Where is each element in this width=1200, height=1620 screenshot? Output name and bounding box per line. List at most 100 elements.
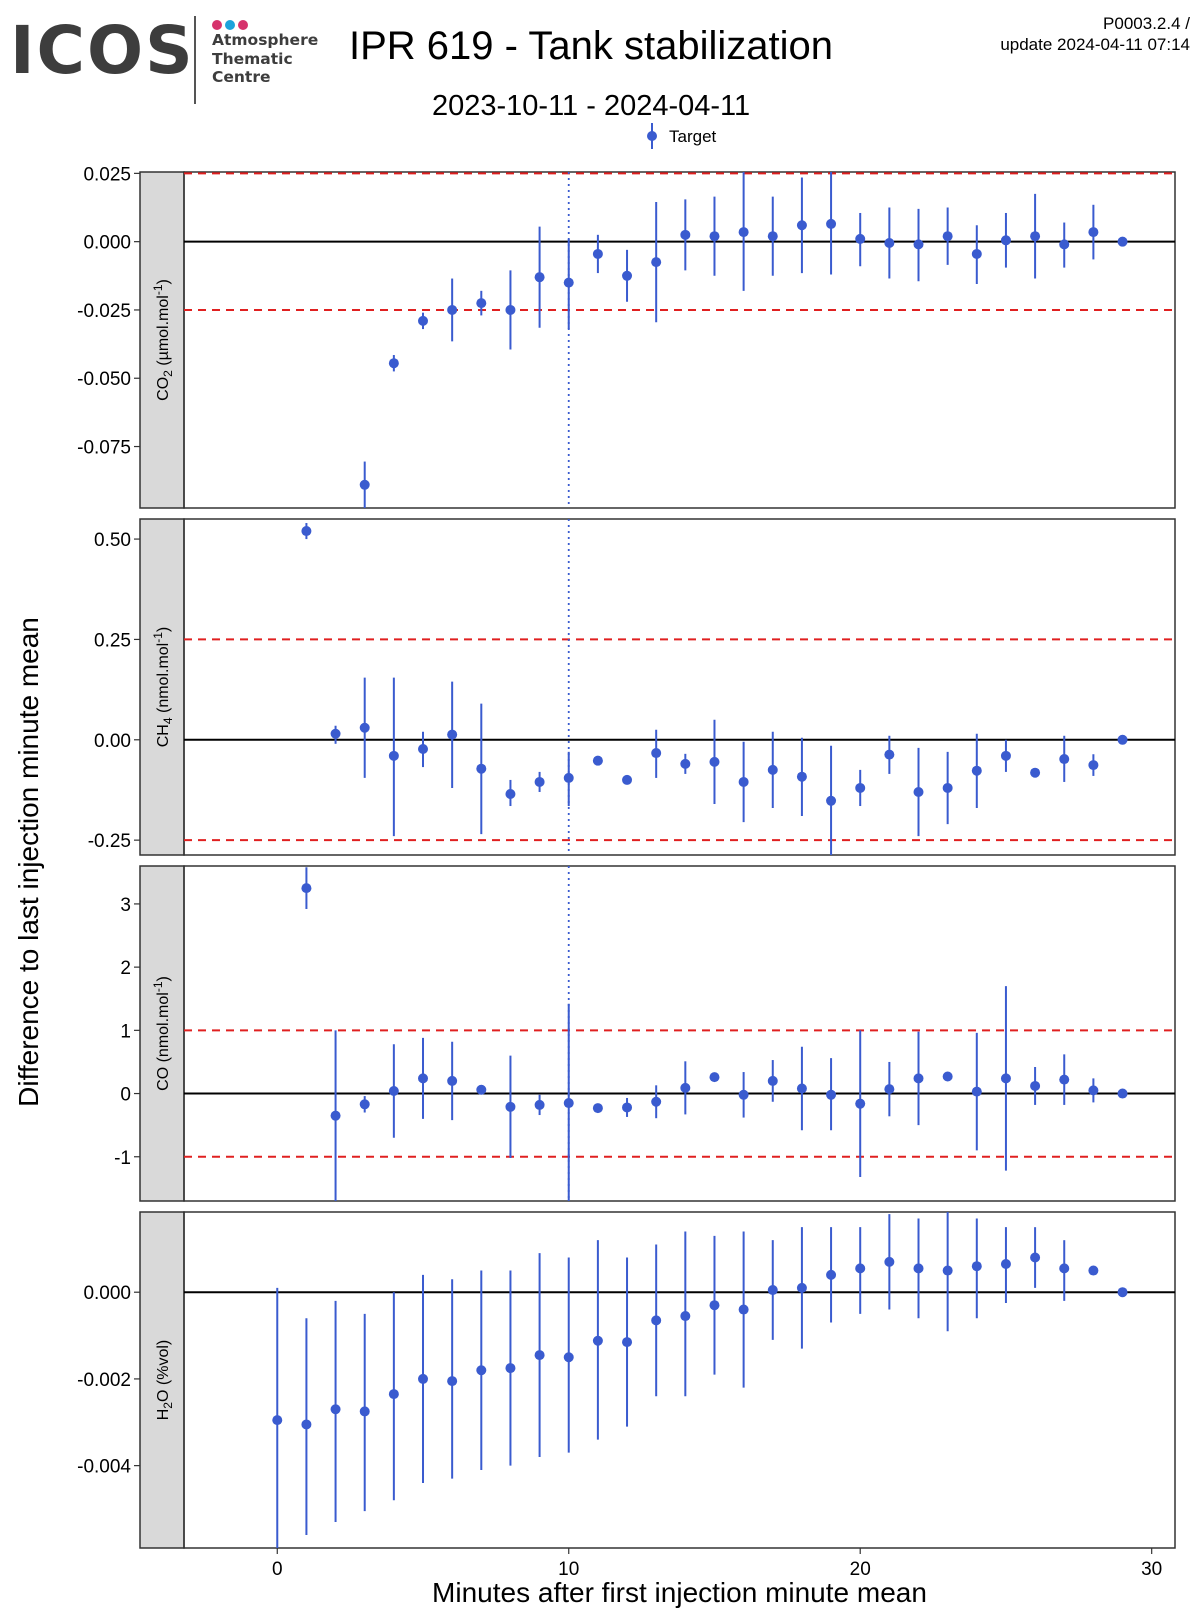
y-tick-label: -0.002 — [77, 1370, 131, 1391]
data-point — [301, 526, 312, 537]
data-point — [971, 1086, 982, 1097]
y-tick-label: 0 — [120, 1085, 131, 1106]
data-point — [796, 1083, 807, 1094]
data-point — [855, 782, 866, 793]
panel-strip — [139, 518, 185, 856]
data-point — [971, 248, 982, 259]
logo-subtitle: Atmosphere Thematic Centre — [212, 31, 318, 87]
data-point — [1000, 235, 1011, 246]
data-point — [447, 729, 458, 740]
data-point — [767, 1075, 778, 1086]
data-point — [942, 1071, 953, 1082]
y-tick-label: 0.000 — [83, 233, 131, 254]
data-point — [1059, 754, 1070, 765]
data-point — [622, 270, 633, 281]
data-point — [767, 764, 778, 775]
logo-dots — [212, 17, 251, 35]
logo-divider — [194, 16, 196, 104]
y-tick-label: -0.004 — [77, 1457, 131, 1478]
data-point — [622, 774, 633, 785]
product-code: P0003.2.4 / update 2024-04-11 07:14 — [1000, 13, 1190, 55]
data-point — [796, 1282, 807, 1293]
product-code-line-1: P0003.2.4 / — [1103, 14, 1190, 33]
data-point — [826, 1269, 837, 1280]
data-point — [1030, 1252, 1041, 1263]
data-point — [301, 883, 312, 894]
x-tick-label: 0 — [272, 1559, 283, 1580]
data-point — [1030, 231, 1041, 242]
data-point — [505, 304, 516, 315]
data-point — [418, 1373, 429, 1384]
x-tick-label: 30 — [1141, 1559, 1162, 1580]
data-point — [563, 1352, 574, 1363]
data-point — [622, 1102, 633, 1113]
y-tick-label: -0.25 — [88, 831, 131, 852]
data-point — [1000, 1259, 1011, 1270]
data-point — [855, 233, 866, 244]
logo-line-2: Thematic — [212, 49, 293, 68]
data-point — [942, 1265, 953, 1276]
y-tick-label: 2 — [120, 958, 131, 979]
data-point — [680, 1082, 691, 1093]
data-point — [534, 1099, 545, 1110]
data-point — [592, 755, 603, 766]
data-point — [971, 1261, 982, 1272]
data-point — [505, 1101, 516, 1112]
panel-strip-label: H2O (%vol) — [155, 1340, 175, 1420]
data-point — [476, 1365, 487, 1376]
data-point — [476, 298, 487, 309]
data-point — [388, 358, 399, 369]
data-point — [651, 1096, 662, 1107]
logo-dot-3 — [238, 20, 248, 30]
data-point — [651, 748, 662, 759]
data-point — [826, 218, 837, 229]
x-tick-label: 10 — [558, 1559, 579, 1580]
y-tick-label: 1 — [120, 1021, 131, 1042]
data-point — [651, 257, 662, 268]
panel-strip — [139, 1211, 185, 1549]
data-point — [884, 1084, 895, 1095]
data-point — [796, 220, 807, 231]
data-point — [1088, 760, 1099, 771]
data-point — [1117, 1088, 1128, 1099]
data-point — [971, 765, 982, 776]
data-point — [884, 749, 895, 760]
data-point — [359, 479, 370, 490]
data-point — [592, 248, 603, 259]
data-point — [330, 1404, 341, 1415]
data-point — [388, 1086, 399, 1097]
y-tick-label: -0.025 — [77, 301, 131, 322]
y-tick-label: 0.000 — [83, 1283, 131, 1304]
data-point — [534, 776, 545, 787]
data-point — [330, 1110, 341, 1121]
y-tick-label: -1 — [114, 1148, 131, 1169]
data-point — [738, 1304, 749, 1315]
data-point — [942, 231, 953, 242]
data-point — [709, 1072, 720, 1083]
data-point — [359, 1406, 370, 1417]
data-point — [1000, 1073, 1011, 1084]
data-point — [1030, 767, 1041, 778]
y-tick-label: 0.50 — [94, 530, 131, 551]
data-point — [1059, 1074, 1070, 1085]
data-point — [505, 1363, 516, 1374]
y-tick-label: -0.075 — [77, 438, 131, 459]
data-point — [388, 750, 399, 761]
data-point — [826, 795, 837, 806]
data-point — [1088, 227, 1099, 238]
data-point — [884, 238, 895, 249]
data-point — [301, 1419, 312, 1430]
data-point — [709, 1300, 720, 1311]
data-point — [796, 771, 807, 782]
data-point — [563, 277, 574, 288]
data-point — [388, 1389, 399, 1400]
panel-1: CO2 (µmol.mol-1) 0.025 0.000 -0.025 -0.050 -0… — [77, 164, 1176, 509]
data-point — [1088, 1085, 1099, 1096]
data-point — [913, 239, 924, 250]
data-point — [884, 1256, 895, 1267]
update-timestamp: update 2024-04-11 07:14 — [1000, 35, 1190, 54]
data-point — [738, 227, 749, 238]
y-tick-label: 0.00 — [94, 731, 131, 752]
data-point — [913, 1263, 924, 1274]
icos-logo-text: ICOS — [10, 12, 195, 89]
